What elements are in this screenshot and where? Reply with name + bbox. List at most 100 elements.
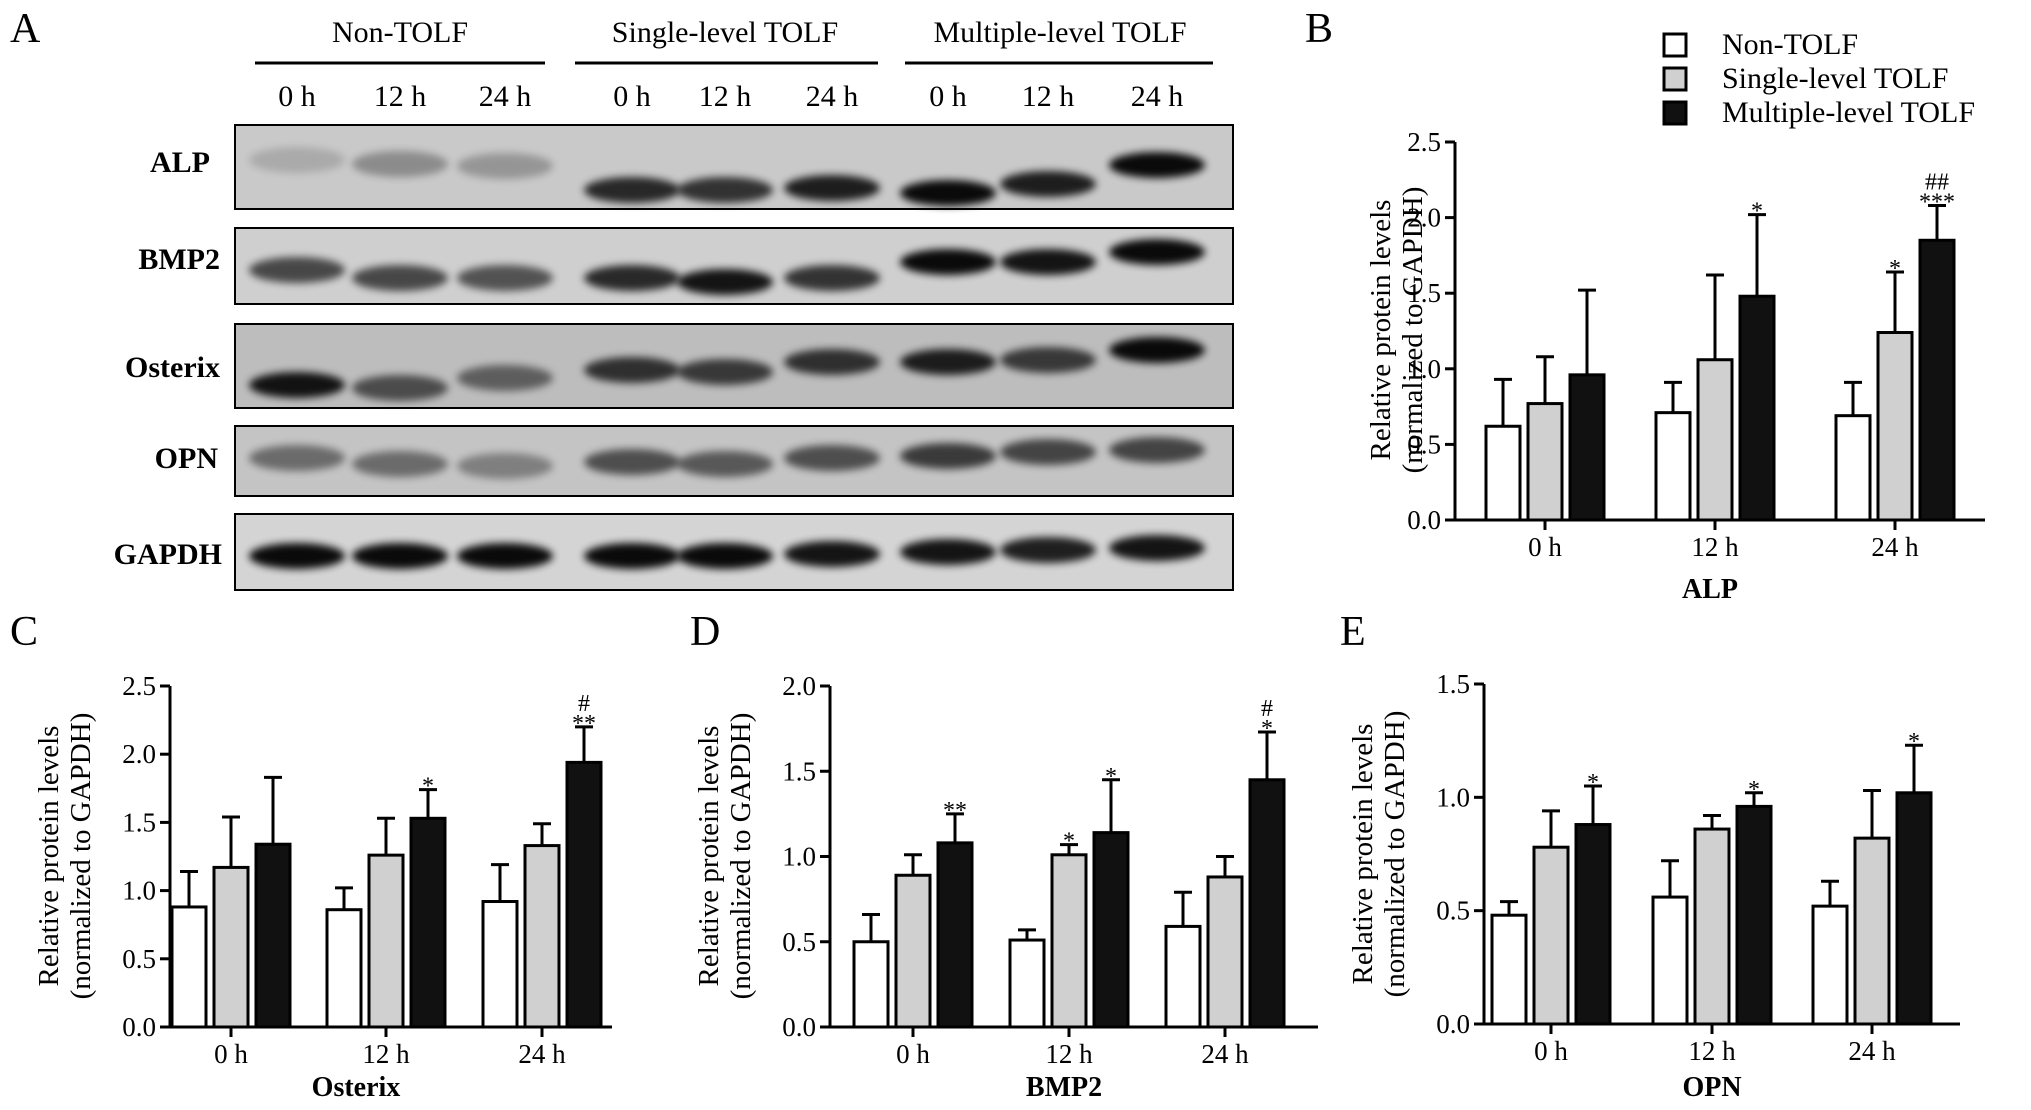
blot-group-label-single-level: Single-level TOLF	[612, 16, 838, 49]
bar-multiple-level	[565, 760, 603, 1029]
y-axis-label: Relative protein levels(normalized to GA…	[1347, 711, 1411, 998]
bar-multiple-level	[1735, 804, 1773, 1026]
blot-band	[677, 269, 773, 295]
panel-letter-c: C	[10, 609, 38, 655]
blot-strip-osterix	[234, 323, 1234, 409]
bar-multiple-level	[1092, 831, 1130, 1029]
y-tick-label: 1.0	[122, 876, 156, 906]
bar-single-level	[1050, 853, 1088, 1029]
blot-lane-label: 0 h	[613, 80, 651, 113]
blot-band	[249, 445, 345, 471]
x-tick-label: 12 h	[362, 1039, 410, 1069]
bar-multiple-level	[1918, 238, 1956, 522]
blot-band	[584, 265, 680, 291]
bar-single-level	[1206, 875, 1244, 1029]
significance-marker: *	[1587, 770, 1599, 796]
blot-lane-label: 0 h	[278, 80, 316, 113]
blot-band	[900, 249, 996, 275]
blot-band	[677, 359, 773, 385]
y-tick-label: 1.5	[1436, 669, 1470, 699]
blot-strip-opn	[234, 425, 1234, 497]
blot-lane-label: 24 h	[1131, 80, 1184, 113]
blot-band	[352, 451, 448, 477]
y-tick-label: 0.0	[1436, 1009, 1470, 1039]
bar-single-level	[1696, 358, 1734, 522]
significance-marker: *	[1748, 777, 1760, 803]
blot-band	[457, 265, 553, 291]
bar-multiple-level	[1574, 823, 1612, 1026]
y-tick-label: 0.0	[1407, 505, 1441, 535]
blot-band	[1109, 152, 1205, 178]
significance-marker: #	[578, 691, 590, 717]
x-tick-label: 0 h	[214, 1039, 248, 1069]
blot-strip-bmp2	[234, 227, 1234, 305]
blot-band	[1109, 437, 1205, 463]
significance-marker: ##	[1925, 170, 1949, 196]
x-tick-label: 12 h	[1045, 1039, 1093, 1069]
blot-band	[1000, 171, 1096, 197]
bar-non-tolf	[1811, 904, 1849, 1026]
bar-multiple-level	[409, 816, 447, 1029]
blot-lane-label: 12 h	[374, 80, 427, 113]
blot-band	[784, 175, 880, 201]
x-tick-label: 0 h	[1528, 532, 1562, 562]
x-tick-label: 0 h	[896, 1039, 930, 1069]
y-tick-label: 2.0	[1407, 203, 1441, 233]
y-axis-label: Relative protein levels(normalized to GA…	[33, 713, 97, 1000]
panel-letter-a: A	[10, 6, 41, 52]
blot-band	[784, 541, 880, 567]
bar-single-level	[367, 853, 405, 1029]
x-tick-label: 24 h	[1201, 1039, 1249, 1069]
legend-swatch-non-tolf	[1662, 32, 1688, 58]
blot-strip-gapdh	[234, 513, 1234, 591]
y-tick-label: 2.0	[122, 739, 156, 769]
western-blot-panel: Non-TOLF Single-level TOLF Multiple-leve…	[114, 16, 1234, 591]
panel-letter-b: B	[1305, 6, 1333, 52]
bar-single-level	[1693, 827, 1731, 1026]
x-tick-label: 24 h	[1871, 532, 1919, 562]
blot-band	[584, 357, 680, 383]
blot-band	[1000, 537, 1096, 563]
blot-band	[457, 543, 553, 569]
y-tick-label: 2.5	[122, 671, 156, 701]
y-tick-label: 0.5	[122, 944, 156, 974]
legend-swatch-multiple-level	[1662, 100, 1688, 126]
significance-marker: *	[1063, 829, 1075, 855]
blot-row-label-bmp2: BMP2	[138, 243, 220, 276]
blot-band	[457, 365, 553, 391]
panel-letter-d: D	[690, 609, 720, 655]
bar-single-level	[894, 873, 932, 1029]
bar-single-level	[523, 844, 561, 1029]
blot-band	[900, 180, 996, 206]
blot-band	[584, 543, 680, 569]
y-tick-label: 1.5	[782, 756, 816, 786]
blot-band	[1000, 347, 1096, 373]
blot-band	[900, 539, 996, 565]
legend-label-non-tolf: Non-TOLF	[1722, 28, 1858, 61]
bar-non-tolf	[852, 940, 890, 1029]
bar-non-tolf	[1008, 938, 1046, 1029]
blot-band	[900, 349, 996, 375]
blot-band	[1000, 439, 1096, 465]
blot-row-label-opn: OPN	[155, 442, 219, 475]
panel-letter-e: E	[1340, 609, 1366, 655]
blot-lane-label: 0 h	[929, 80, 967, 113]
x-axis-label: Osterix	[312, 1072, 401, 1103]
bar-non-tolf	[1834, 414, 1872, 522]
blot-band	[249, 257, 345, 283]
blot-band	[784, 349, 880, 375]
bar-multiple-level	[1738, 294, 1776, 522]
legend-label-multiple-level: Multiple-level TOLF	[1722, 96, 1975, 129]
y-axis-label: Relative protein levels(normalized to GA…	[693, 713, 757, 1000]
blot-band	[1109, 535, 1205, 561]
blot-band	[1109, 337, 1205, 363]
bar-single-level	[1876, 331, 1914, 522]
bar-multiple-level	[1568, 373, 1606, 522]
y-tick-label: 0.0	[782, 1012, 816, 1042]
bar-chart-e: 0.0 0.5 1.0 1.5 0 h 12 h 24 h * * * Relative prote…	[1347, 669, 1960, 1103]
x-tick-label: 24 h	[518, 1039, 566, 1069]
y-tick-label: 1.0	[1407, 354, 1441, 384]
significance-marker: *	[1889, 256, 1901, 282]
y-tick-label: 0.5	[1436, 896, 1470, 926]
blot-row-label-gapdh: GAPDH	[114, 538, 222, 571]
